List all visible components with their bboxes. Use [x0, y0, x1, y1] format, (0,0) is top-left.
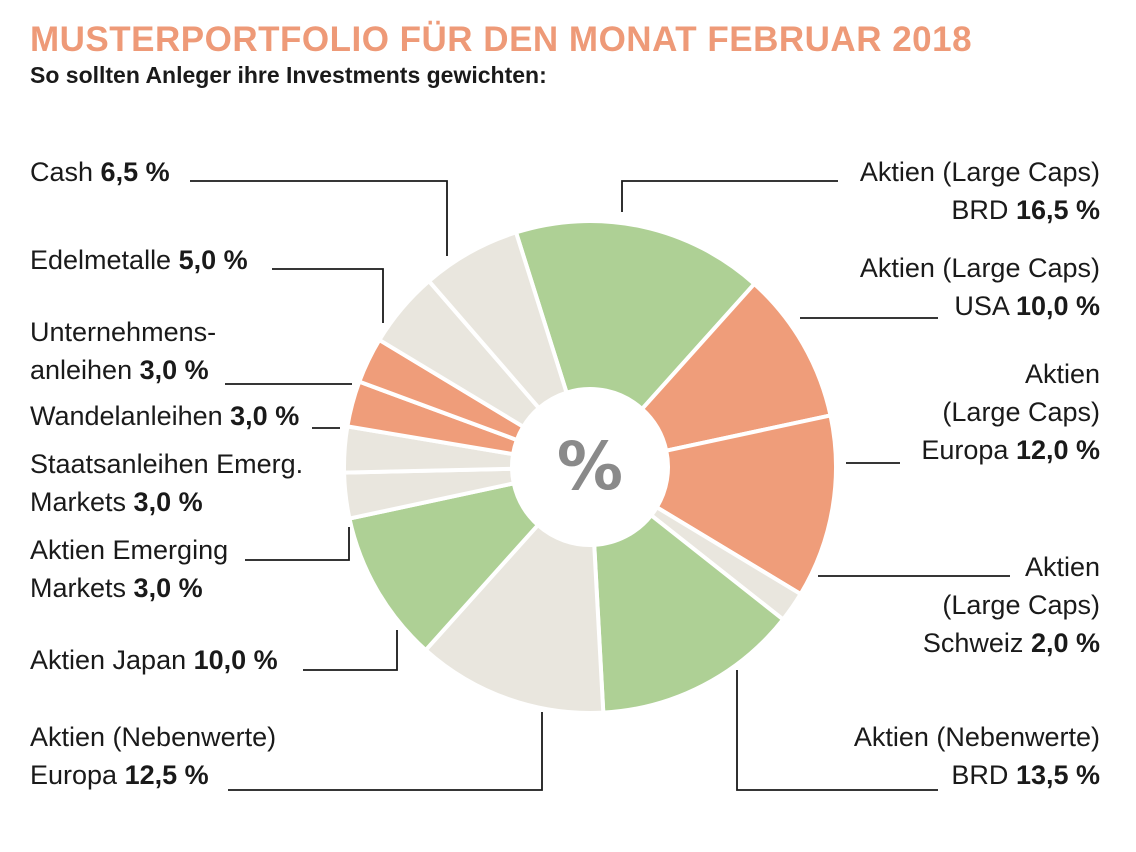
label-staatsanleihen-emerg-markets: Staatsanleihen Emerg. Markets 3,0 % [30, 445, 303, 521]
label-wandelanleihen: Wandelanleihen 3,0 % [30, 397, 299, 435]
label-aktien-large-caps-europa: Aktien (Large Caps) Europa 12,0 % [921, 355, 1100, 469]
chart-subtitle: So sollten Anleger ihre Investments gewi… [30, 62, 547, 88]
label-line: Aktien [923, 548, 1100, 586]
label-text: Aktien [1024, 552, 1100, 582]
label-value: 16,5 % [1015, 195, 1100, 225]
leader-line-edelmetalle [272, 268, 384, 323]
label-aktien-emerging-markets: Aktien Emerging Markets 3,0 % [30, 531, 228, 607]
label-line: (Large Caps) [923, 586, 1100, 624]
label-aktien-nebenwerte-brd: Aktien (Nebenwerte) BRD 13,5 % [854, 718, 1100, 794]
slice-aktien-nebenwerte-europa [423, 523, 606, 715]
slice-aktien-nebenwerte-brd [592, 513, 786, 715]
slice-aktien-japan [347, 481, 540, 653]
label-text: (Large Caps) [942, 397, 1100, 427]
label-line: BRD 16,5 % [860, 191, 1100, 229]
label-aktien-large-caps-usa: Aktien (Large Caps) USA 10,0 % [860, 249, 1100, 325]
label-value: 3,0 % [230, 401, 300, 431]
label-aktien-nebenwerte-europa: Aktien (Nebenwerte) Europa 12,5 % [30, 718, 276, 794]
slice-aktien-large-caps-brd [514, 219, 757, 411]
label-line: Aktien [921, 355, 1100, 393]
label-text: Aktien (Nebenwerte) [853, 722, 1100, 752]
label-text: Aktien Japan [30, 645, 187, 675]
label-text: BRD [951, 195, 1009, 225]
label-line: USA 10,0 % [860, 287, 1100, 325]
label-text: Edelmetalle [30, 245, 172, 275]
label-text: Unternehmens- [30, 317, 217, 347]
label-value: 13,5 % [1015, 760, 1100, 790]
label-line: Markets 3,0 % [30, 569, 228, 607]
label-value: 12,5 % [124, 760, 209, 790]
label-aktien-large-caps-schweiz: Aktien (Large Caps) Schweiz 2,0 % [923, 548, 1100, 662]
slice-aktien-large-caps-usa [640, 281, 833, 453]
label-line: anleihen 3,0 % [30, 351, 216, 389]
label-text: Cash [30, 157, 94, 187]
label-cash: Cash 6,5 % [30, 153, 170, 191]
label-line: Aktien (Nebenwerte) [30, 718, 276, 756]
label-value: 3,0 % [139, 355, 209, 385]
label-aktien-japan: Aktien Japan 10,0 % [30, 641, 278, 679]
label-aktien-large-caps-brd: Aktien (Large Caps) BRD 16,5 % [860, 153, 1100, 229]
label-line: Cash 6,5 % [30, 153, 170, 191]
label-value: 12,0 % [1015, 435, 1100, 465]
label-line: Aktien (Large Caps) [860, 153, 1100, 191]
label-line: Aktien (Large Caps) [860, 249, 1100, 287]
label-text: Markets [30, 573, 127, 603]
center-label: % [557, 428, 623, 505]
label-text: (Large Caps) [942, 590, 1100, 620]
label-line: Schweiz 2,0 % [923, 624, 1100, 662]
label-text: Europa [921, 435, 1009, 465]
leader-line-aktien-nebenwerte-europa [228, 712, 543, 791]
label-value: 10,0 % [193, 645, 278, 675]
leader-line-aktien-nebenwerte-brd [736, 670, 938, 791]
leader-line-aktien-emerging-markets [245, 527, 350, 561]
label-text: Aktien (Large Caps) [859, 253, 1100, 283]
label-text: Wandelanleihen [30, 401, 223, 431]
label-line: Wandelanleihen 3,0 % [30, 397, 299, 435]
label-edelmetalle: Edelmetalle 5,0 % [30, 241, 248, 279]
label-line: BRD 13,5 % [854, 756, 1100, 794]
label-value: 3,0 % [133, 573, 203, 603]
label-text: USA [954, 291, 1009, 321]
label-text: Aktien (Large Caps) [859, 157, 1100, 187]
label-line: Europa 12,0 % [921, 431, 1100, 469]
label-unternehmensanleihen: Unternehmens-anleihen 3,0 % [30, 313, 216, 389]
label-line: Staatsanleihen Emerg. [30, 445, 303, 483]
chart-title: MUSTERPORTFOLIO FÜR DEN MONAT FEBRUAR 20… [30, 20, 973, 59]
label-line: Markets 3,0 % [30, 483, 303, 521]
label-text: Aktien (Nebenwerte) [30, 722, 277, 752]
label-line: Aktien Japan 10,0 % [30, 641, 278, 679]
label-value: 2,0 % [1030, 628, 1100, 658]
leader-line-cash [190, 180, 448, 256]
label-text: Aktien [1024, 359, 1100, 389]
label-line: Edelmetalle 5,0 % [30, 241, 248, 279]
label-value: 5,0 % [178, 245, 248, 275]
label-text: Markets [30, 487, 127, 517]
label-line: Europa 12,5 % [30, 756, 276, 794]
label-text: BRD [951, 760, 1009, 790]
slice-aktien-large-caps-europa [654, 413, 838, 597]
leader-line-aktien-large-caps-brd [621, 180, 838, 212]
label-text: anleihen [30, 355, 133, 385]
leader-line-aktien-japan [303, 630, 398, 671]
label-line: (Large Caps) [921, 393, 1100, 431]
label-line: Unternehmens- [30, 313, 216, 351]
label-text: Schweiz [922, 628, 1024, 658]
label-text: Aktien Emerging [30, 535, 229, 565]
label-line: Aktien (Nebenwerte) [854, 718, 1100, 756]
slice-cash [426, 230, 569, 411]
label-text: Europa [30, 760, 118, 790]
label-line: Aktien Emerging [30, 531, 228, 569]
label-value: 10,0 % [1015, 291, 1100, 321]
label-text: Staatsanleihen Emerg. [30, 449, 304, 479]
label-value: 3,0 % [133, 487, 203, 517]
label-value: 6,5 % [100, 157, 170, 187]
